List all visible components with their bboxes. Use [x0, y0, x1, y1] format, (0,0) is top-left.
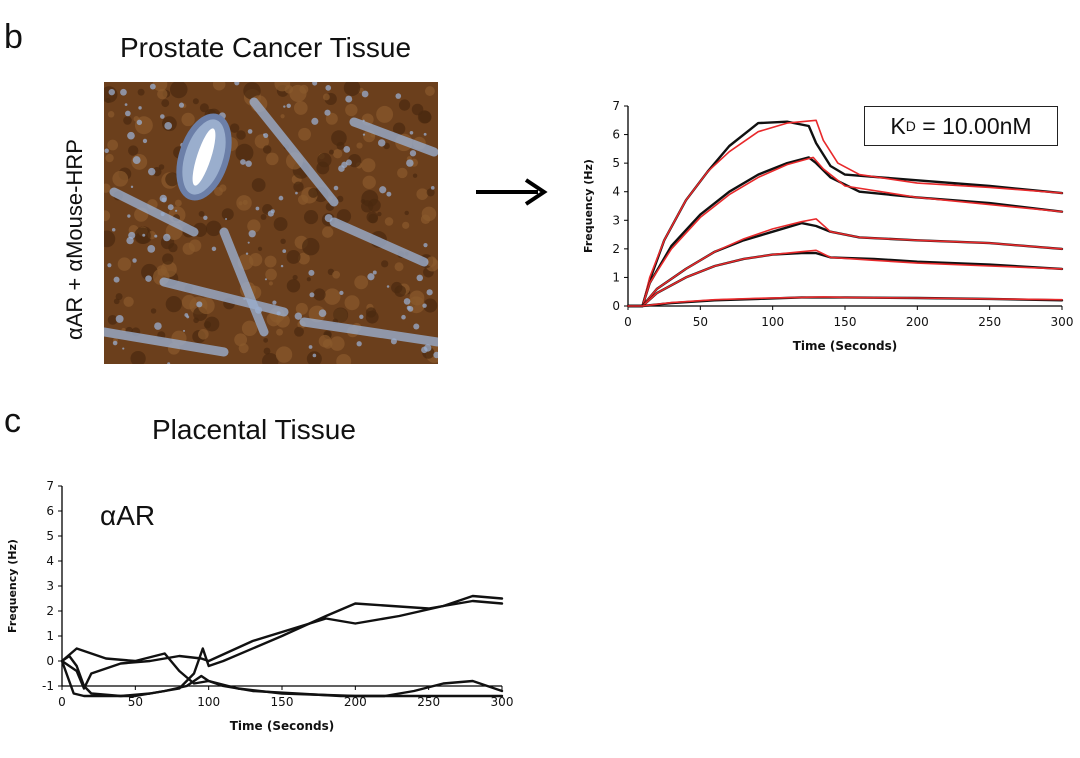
- y-tick-label: 4: [46, 554, 54, 568]
- x-tick-label: 150: [834, 315, 857, 329]
- x-tick-label: 50: [693, 315, 708, 329]
- x-tick-label: 100: [761, 315, 784, 329]
- y-tick-label: 7: [612, 99, 620, 113]
- x-tick-label: 0: [624, 315, 632, 329]
- x-tick-label: 250: [978, 315, 1001, 329]
- series-line-fit-3: [627, 218, 1063, 307]
- series-line-fit-1: [627, 119, 1063, 307]
- y-axis-title: Frequency (Hz): [6, 539, 19, 633]
- series-line-trace-4: [60, 647, 504, 698]
- series-line-fit-5: [627, 296, 1063, 307]
- x-tick-label: 100: [197, 695, 220, 709]
- series-line-fit-2: [627, 156, 1063, 307]
- y-tick-label: 1: [612, 270, 620, 284]
- y-tick-label: 2: [612, 242, 620, 256]
- y-tick-label: 1: [46, 629, 54, 643]
- kd-value: = 10.00nM: [915, 112, 1032, 139]
- y-tick-label: 0: [46, 654, 54, 668]
- y-tick-label: 6: [612, 128, 620, 142]
- series-line-trace-1: [60, 599, 504, 698]
- arrow-icon: [474, 170, 554, 219]
- y-tick-label: 5: [612, 156, 620, 170]
- series-line-fit-4: [627, 249, 1063, 307]
- panel-letter-b: b: [4, 18, 23, 56]
- x-tick-label: 300: [1051, 315, 1074, 329]
- x-axis-title: Time (Seconds): [793, 339, 898, 353]
- y-tick-label: 4: [612, 185, 620, 199]
- binding-kinetics-chart: 0 1 2 3 4 5 6 7 0 50 100 150 200 250 300 Time (Seconds)…: [582, 99, 1074, 353]
- placental-title: Placental Tissue: [152, 414, 356, 445]
- y-tick-label: -1: [42, 679, 54, 693]
- x-tick-label: 150: [271, 695, 294, 709]
- prostate-tissue-image: [104, 82, 438, 364]
- series-line-trace-3: [60, 659, 504, 698]
- kd-prefix: K: [890, 112, 906, 139]
- inset-label: αAR: [100, 500, 156, 531]
- x-tick-label: 50: [128, 695, 143, 709]
- tissue-texture: [104, 82, 438, 364]
- y-tick-label: 7: [46, 479, 54, 493]
- y-tick-label: 3: [612, 213, 620, 227]
- y-tick-label: 0: [612, 299, 620, 313]
- placental-chart: -1 0 1 2 3 4 5 6 7 0 50 100 150 200 250 300 Time (Second…: [6, 479, 514, 733]
- x-tick-label: 0: [58, 695, 66, 709]
- x-tick-label: 300: [491, 695, 514, 709]
- series-line-data-1: [626, 120, 1064, 308]
- series-line-trace-2: [60, 594, 504, 690]
- y-tick-label: 6: [46, 504, 54, 518]
- series-line-data-2: [626, 156, 1064, 308]
- y-tick-label: 2: [46, 604, 54, 618]
- y-tick-label: 5: [46, 529, 54, 543]
- stain-label: αAR + αMouse-HRP: [62, 139, 87, 340]
- x-tick-label: 250: [417, 695, 440, 709]
- x-tick-label: 200: [906, 315, 929, 329]
- x-axis-title: Time (Seconds): [230, 719, 335, 733]
- tissue-title: Prostate Cancer Tissue: [120, 32, 412, 63]
- y-axis-title: Frequency (Hz): [582, 159, 595, 253]
- x-tick-label: 200: [344, 695, 367, 709]
- kd-subscript: D: [905, 118, 916, 134]
- panel-letter-c: c: [4, 402, 21, 440]
- y-tick-label: 3: [46, 579, 54, 593]
